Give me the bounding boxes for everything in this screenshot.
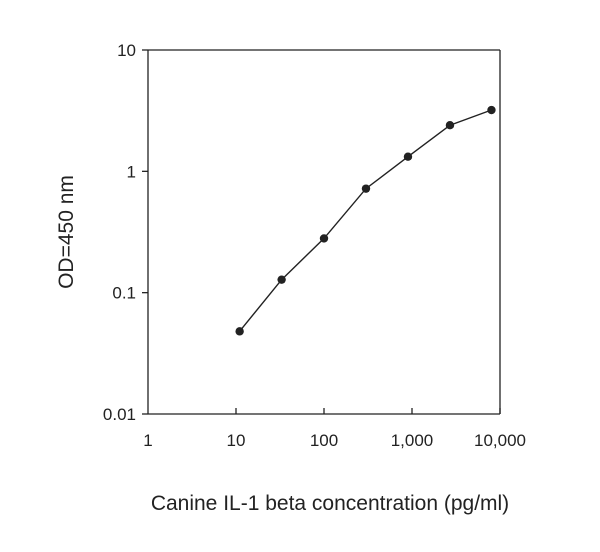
y-tick-label: 0.01 xyxy=(103,405,136,424)
y-tick-label: 1 xyxy=(127,162,136,181)
data-point xyxy=(277,275,286,284)
x-tick-label: 1,000 xyxy=(391,431,434,450)
x-ticks: 1 10 100 1,000 10,000 xyxy=(143,408,526,450)
series-line xyxy=(239,109,492,332)
plot-frame xyxy=(147,49,501,415)
data-point xyxy=(319,234,329,243)
y-axis-label: OD=450 nm xyxy=(55,175,78,289)
data-point xyxy=(361,184,371,193)
y-ticks: 0.01 0.1 1 10 xyxy=(103,41,148,424)
x-tick-label: 10,000 xyxy=(474,431,526,450)
x-axis-label: Canine IL-1 beta concentration (pg/ml) xyxy=(151,492,509,515)
data-point xyxy=(235,327,244,336)
x-tick-label: 1 xyxy=(143,431,152,450)
y-tick-label: 0.1 xyxy=(112,284,136,303)
y-tick-label: 10 xyxy=(117,41,136,60)
series-layer xyxy=(235,105,496,336)
x-tick-label: 100 xyxy=(310,431,338,450)
data-point xyxy=(403,152,413,161)
data-point xyxy=(445,121,455,130)
data-point xyxy=(487,105,496,115)
x-tick-label: 10 xyxy=(227,431,246,450)
